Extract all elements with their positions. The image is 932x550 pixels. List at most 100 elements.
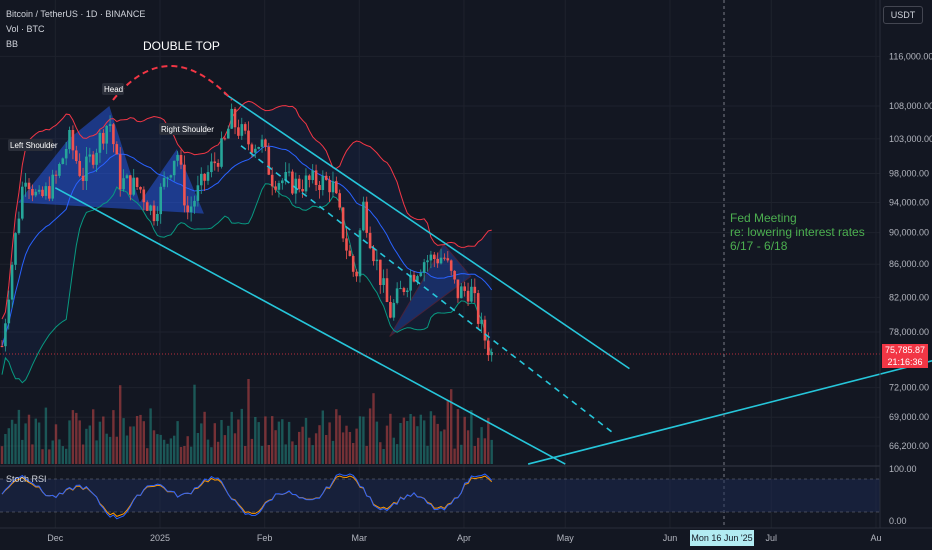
candle bbox=[237, 119, 240, 139]
candle bbox=[368, 226, 372, 250]
candle bbox=[433, 251, 436, 268]
volume-bar bbox=[443, 429, 446, 464]
candle bbox=[27, 178, 31, 199]
volume-bar bbox=[129, 426, 132, 464]
volume-bar bbox=[355, 428, 358, 464]
volume-bar bbox=[115, 436, 118, 464]
volume-bar bbox=[436, 423, 439, 464]
candle bbox=[476, 289, 480, 328]
volume-bar bbox=[301, 426, 304, 464]
candle bbox=[260, 134, 264, 153]
bb-legend[interactable]: BB bbox=[6, 39, 19, 49]
candle bbox=[480, 312, 483, 334]
candle bbox=[172, 160, 176, 182]
volume-bar bbox=[37, 422, 41, 464]
candle bbox=[61, 157, 65, 165]
volume-bar bbox=[446, 400, 449, 464]
candle bbox=[210, 153, 213, 178]
time-axis[interactable]: Dec 2025 Feb Mar Apr May Jun Jul Au bbox=[47, 533, 881, 543]
right-shoulder-label: Right Shoulder bbox=[161, 125, 214, 134]
candle bbox=[490, 348, 493, 362]
volume-bar bbox=[88, 425, 91, 464]
candle bbox=[389, 295, 392, 319]
volume-bar bbox=[81, 444, 85, 464]
volume-bar bbox=[487, 417, 490, 464]
volume-bar bbox=[257, 422, 260, 464]
candle bbox=[71, 125, 75, 160]
candle bbox=[395, 282, 399, 305]
candle bbox=[196, 175, 200, 207]
candle bbox=[203, 173, 206, 191]
volume-bar bbox=[220, 420, 223, 464]
bb-upper-line bbox=[1, 100, 492, 320]
candle bbox=[125, 173, 129, 179]
candle bbox=[375, 249, 379, 271]
volume-bar bbox=[395, 444, 399, 464]
volume-bar bbox=[450, 389, 453, 464]
time-tick-label: May bbox=[557, 533, 575, 543]
volume-bar bbox=[216, 441, 220, 464]
candle bbox=[483, 315, 487, 349]
volume-bar bbox=[223, 435, 227, 464]
volume-bar bbox=[10, 419, 14, 464]
volume-bar bbox=[122, 418, 125, 464]
candle bbox=[446, 251, 450, 263]
volume-bar bbox=[382, 449, 385, 464]
candle bbox=[34, 188, 38, 198]
volume-bar bbox=[24, 423, 27, 464]
candle bbox=[331, 171, 335, 197]
volume-bar bbox=[149, 408, 152, 464]
price-tick-label: 116,000.00 bbox=[889, 51, 932, 61]
volume-bar bbox=[162, 439, 166, 464]
candle bbox=[44, 182, 48, 200]
volume-bar bbox=[152, 430, 156, 464]
candle bbox=[419, 269, 423, 278]
candle bbox=[102, 129, 105, 150]
currency-button[interactable]: USDT bbox=[883, 6, 923, 24]
candle bbox=[200, 167, 203, 194]
price-axis[interactable]: 116,000.00 108,000.00 103,000.00 98,000.00 9… bbox=[889, 51, 932, 451]
candle bbox=[227, 125, 230, 139]
volume-bar bbox=[179, 447, 183, 464]
time-tick-label: Jun bbox=[663, 533, 678, 543]
volume-bar bbox=[193, 384, 196, 464]
volume-legend[interactable]: Vol · BTC bbox=[6, 24, 45, 34]
volume-bar bbox=[308, 437, 311, 464]
candle bbox=[466, 282, 470, 307]
volume-bar bbox=[61, 446, 64, 464]
stoch-axis-top-label: 100.00 bbox=[889, 464, 917, 474]
volume-bar bbox=[423, 420, 426, 464]
volume-bar bbox=[233, 433, 237, 464]
candle bbox=[311, 164, 314, 184]
candle bbox=[392, 299, 396, 321]
volume-bar bbox=[419, 414, 422, 464]
grid-lines bbox=[0, 0, 880, 528]
volume-bar bbox=[119, 385, 122, 464]
volume-bar bbox=[75, 412, 78, 464]
volume-bar bbox=[412, 416, 416, 464]
fed-meeting-line1: Fed Meeting bbox=[730, 211, 797, 225]
candle bbox=[81, 167, 85, 191]
head-shoulders-pattern bbox=[18, 106, 204, 214]
candle bbox=[456, 279, 460, 303]
volume-bar bbox=[433, 415, 436, 464]
volume-bar bbox=[240, 408, 243, 464]
candle bbox=[166, 176, 169, 188]
candle bbox=[240, 117, 244, 140]
candle bbox=[287, 163, 291, 177]
volume-bar bbox=[294, 445, 297, 464]
price-tick-label: 94,000.00 bbox=[889, 197, 929, 207]
fed-meeting-line3: 6/17 - 6/18 bbox=[730, 239, 788, 253]
volume-bar bbox=[466, 430, 470, 464]
volume-bar bbox=[460, 444, 463, 464]
volume-bar bbox=[429, 411, 433, 464]
stoch-rsi-pane: Stoch RSI bbox=[0, 465, 880, 520]
volume-bar bbox=[311, 445, 314, 464]
head-label-bg bbox=[102, 83, 124, 95]
candle bbox=[179, 149, 183, 170]
volume-bar bbox=[54, 424, 58, 464]
candle bbox=[429, 250, 433, 269]
candle bbox=[183, 155, 186, 213]
symbol-legend[interactable]: Bitcoin / TetherUS · 1D · BINANCE bbox=[6, 9, 146, 19]
